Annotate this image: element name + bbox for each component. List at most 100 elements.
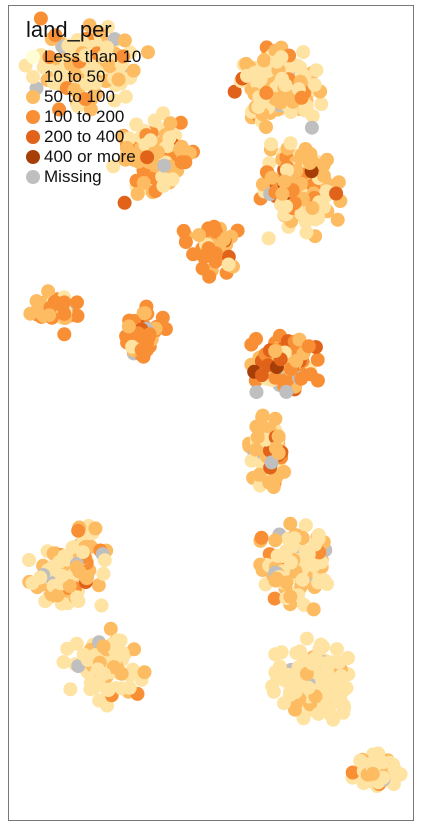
map-point — [174, 155, 189, 170]
map-point — [299, 631, 314, 646]
map-point — [118, 89, 133, 104]
map-point — [121, 319, 136, 334]
map-point — [287, 531, 302, 546]
map-point — [79, 77, 94, 92]
map-point — [201, 241, 216, 256]
map-point — [107, 642, 122, 657]
map-point — [273, 95, 288, 110]
map-point — [268, 344, 283, 358]
map-point — [264, 137, 279, 152]
map-point — [71, 523, 86, 538]
map-point — [61, 38, 76, 53]
legend-label: 200 to 400 — [44, 127, 125, 146]
map-point — [33, 11, 48, 26]
map-point — [140, 150, 155, 165]
map-point — [249, 385, 264, 400]
map-point — [97, 553, 112, 568]
map-point — [257, 53, 271, 68]
map-point — [387, 762, 402, 776]
map-point — [91, 676, 106, 690]
map-point — [306, 602, 321, 617]
map-point — [279, 199, 294, 214]
map-point — [248, 442, 263, 457]
map-point — [68, 67, 82, 82]
map-point — [71, 594, 86, 609]
map-point — [294, 90, 309, 105]
legend-swatch — [26, 130, 40, 144]
point-layer — [18, 11, 408, 793]
map-point — [275, 186, 290, 201]
map-point — [310, 352, 325, 367]
map-point — [275, 71, 289, 86]
map-point — [255, 410, 270, 424]
map-point — [119, 141, 134, 155]
legend-label: 50 to 100 — [44, 87, 115, 106]
map-point — [305, 109, 320, 124]
legend-item: 50 to 100 — [26, 87, 141, 107]
legend-label: 10 to 50 — [44, 67, 106, 86]
map-point — [141, 45, 155, 60]
map-point — [42, 308, 57, 323]
map-point — [111, 72, 126, 87]
map-point — [316, 168, 331, 183]
map-point — [143, 133, 158, 148]
map-point — [155, 169, 170, 184]
map-point — [130, 186, 145, 201]
legend-swatch — [26, 90, 40, 104]
map-point — [57, 306, 72, 321]
map-point — [259, 85, 274, 100]
map-point — [62, 579, 77, 593]
map-point — [296, 45, 311, 60]
map-point — [265, 679, 280, 694]
map-point — [106, 159, 121, 174]
map-panel — [8, 5, 414, 821]
map-point — [371, 746, 386, 761]
map-point — [305, 656, 320, 671]
legend-swatch — [26, 150, 40, 164]
map-point — [283, 516, 298, 531]
map-point — [127, 642, 142, 657]
map-point — [107, 93, 122, 108]
map-point — [289, 353, 304, 368]
map-point — [268, 370, 283, 385]
map-point — [75, 35, 90, 50]
map-point — [82, 18, 97, 33]
map-point — [46, 75, 61, 90]
map-point — [55, 568, 69, 583]
map-point — [117, 195, 132, 210]
map-point — [253, 72, 268, 87]
map-point — [36, 60, 51, 75]
map-point — [337, 682, 352, 697]
map-point — [307, 77, 322, 92]
map-point — [165, 172, 180, 187]
map-point — [317, 200, 331, 214]
legend-label: Less than 10 — [44, 47, 142, 66]
map-point — [162, 130, 177, 145]
legend-item: Less than 10 — [26, 47, 141, 67]
map-point — [70, 295, 84, 310]
map-point — [78, 92, 93, 107]
map-point — [308, 212, 323, 227]
map-point — [137, 665, 152, 680]
map-point — [244, 337, 259, 352]
map-point — [178, 235, 193, 249]
map-point — [268, 647, 283, 662]
map-point — [106, 660, 121, 675]
legend-swatch — [26, 50, 40, 64]
legend-label: 100 to 200 — [44, 107, 125, 126]
map-point — [102, 59, 117, 73]
map-point — [22, 553, 36, 567]
map-point — [261, 231, 276, 246]
map-point — [270, 54, 284, 69]
map-point — [69, 636, 84, 651]
map-point — [301, 680, 316, 695]
map-point — [279, 384, 294, 399]
map-point — [48, 28, 63, 43]
map-point — [96, 639, 111, 654]
map-point — [63, 682, 78, 697]
legend-item: 100 to 200 — [26, 107, 141, 127]
map-point — [329, 186, 344, 201]
map-point — [42, 50, 57, 65]
map-point — [302, 156, 317, 170]
map-point — [341, 651, 355, 665]
